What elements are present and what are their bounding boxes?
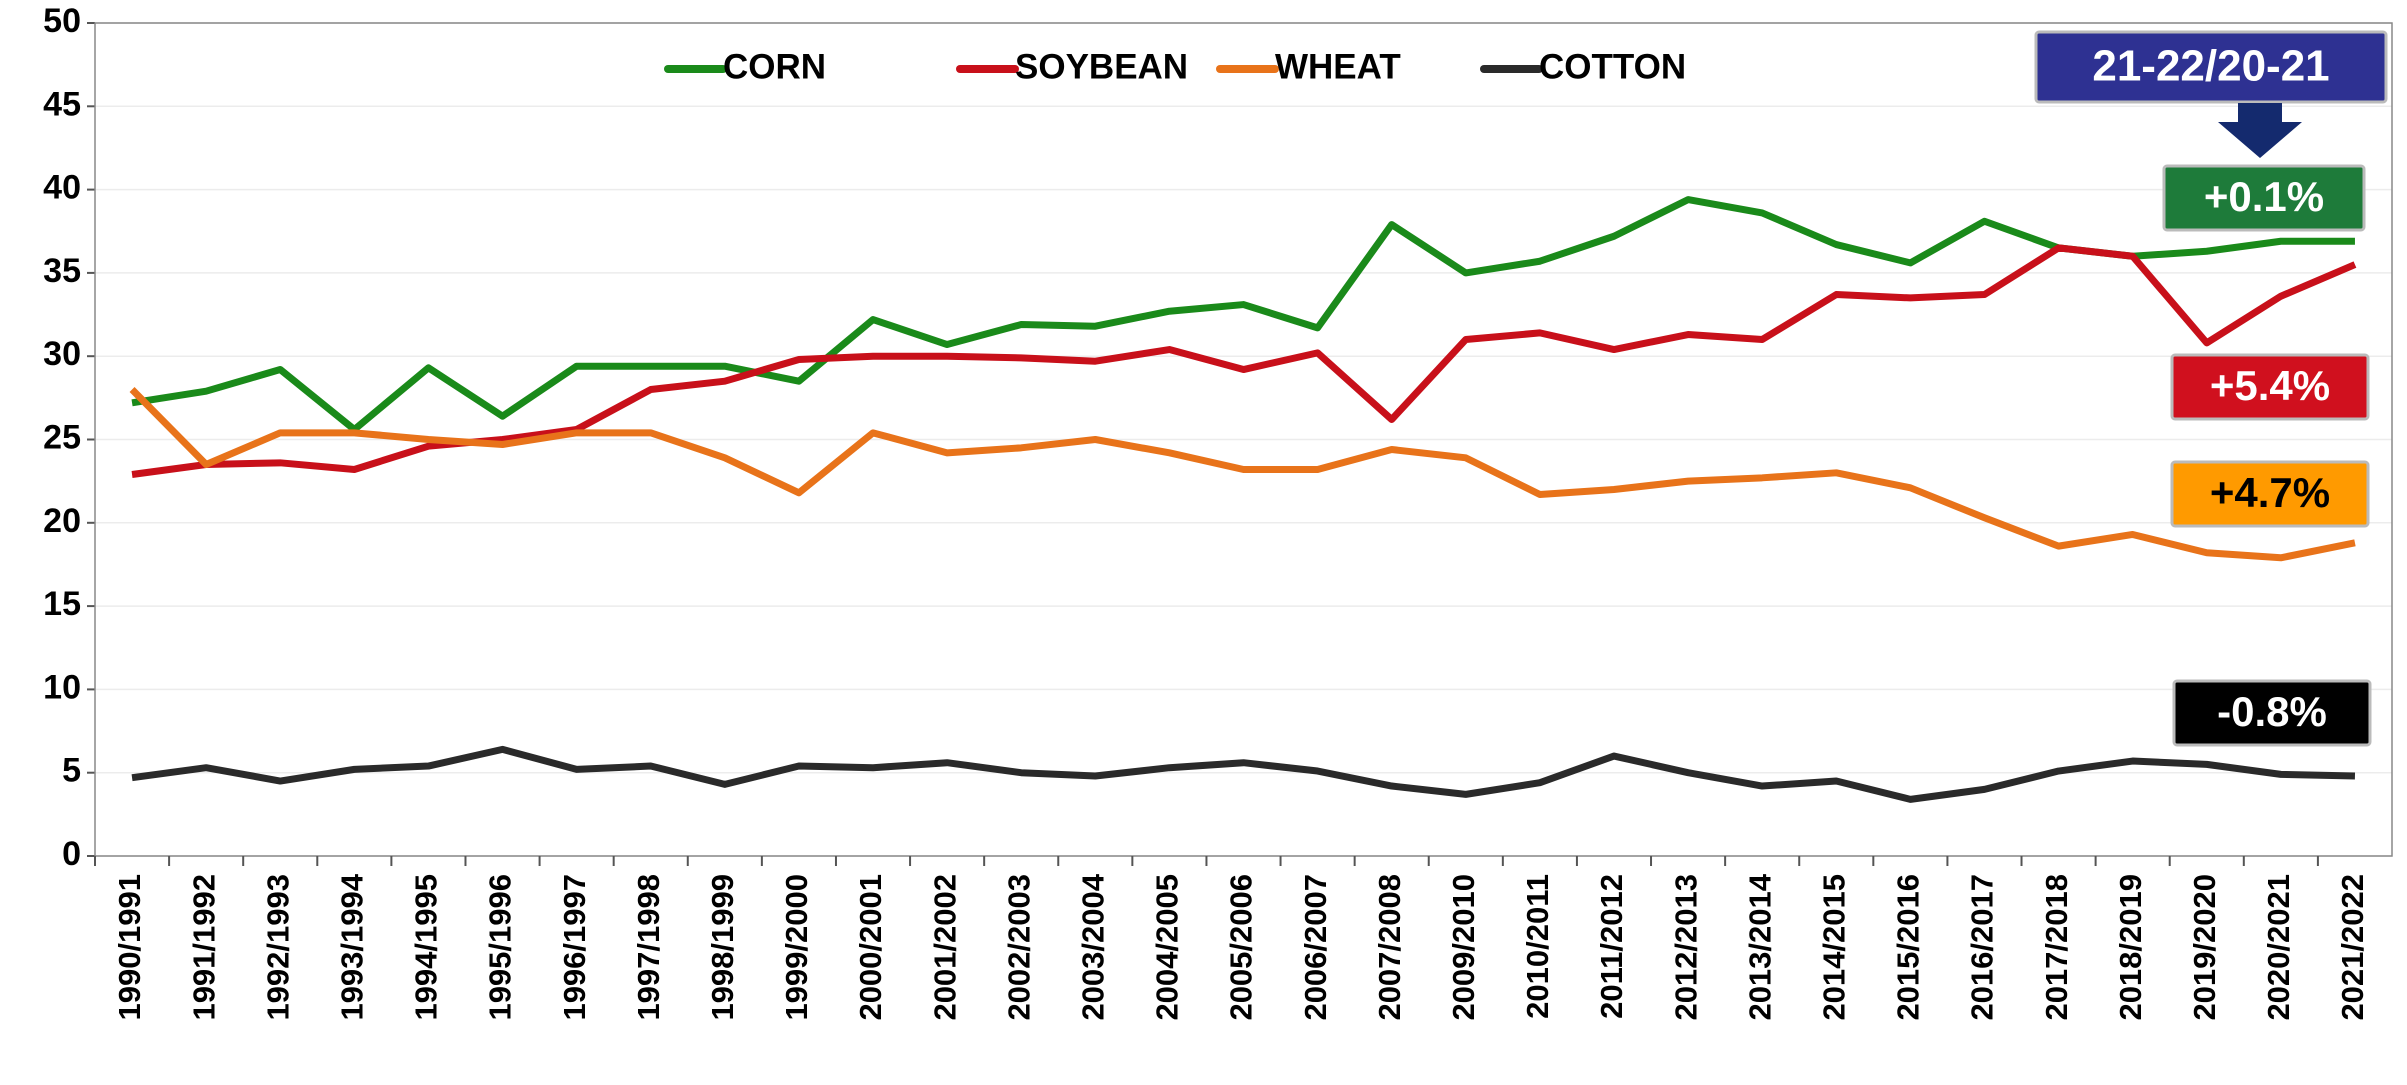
y-tick-label: 35 [43, 252, 81, 290]
x-tick-label: 1998/1999 [705, 874, 740, 1021]
y-tick-label: 15 [43, 585, 81, 623]
y-tick-label: 10 [43, 668, 81, 706]
legend-label: CORN [723, 47, 826, 86]
x-tick-label: 2017/2018 [2039, 874, 2074, 1021]
x-tick-label: 1997/1998 [631, 874, 666, 1021]
x-tick-label: 2007/2008 [1372, 874, 1407, 1021]
x-tick-label: 1996/1997 [557, 874, 592, 1021]
y-tick-label: 0 [62, 835, 81, 873]
series-line [132, 749, 2355, 799]
x-tick-label: 2020/2021 [2261, 874, 2296, 1021]
x-tick-label: 2006/2007 [1298, 874, 1333, 1021]
chart: 0 5 10 15 20 25 30 35 40 45 50 1990/1991 1991/1992 19… [0, 0, 2407, 1085]
x-tick-label: 2016/2017 [1965, 874, 2000, 1021]
y-tick-label: 50 [43, 2, 81, 40]
x-tick-label: 2005/2006 [1224, 874, 1259, 1021]
legend-label: COTTON [1539, 47, 1686, 86]
x-tick-label: 2002/2003 [1001, 874, 1036, 1021]
annotation-text: 21-22/20-21 [2092, 42, 2329, 91]
series-line [132, 390, 2355, 558]
x-tick-label: 2001/2002 [927, 874, 962, 1021]
x-tick-label: 1999/2000 [779, 874, 814, 1021]
x-tick-label: 1995/1996 [483, 874, 518, 1021]
series-line [132, 200, 2355, 430]
legend-label: SOYBEAN [1015, 47, 1188, 86]
x-tick-label: 2015/2016 [1891, 874, 1926, 1021]
x-tick-label: 1994/1995 [409, 874, 444, 1021]
x-tick-label: 2010/2011 [1520, 874, 1555, 1019]
annotation-text: +4.7% [2210, 469, 2330, 516]
legend-label: WHEAT [1275, 47, 1401, 86]
annotation-arrow [2218, 103, 2302, 158]
annotation-text: +5.4% [2210, 362, 2330, 409]
x-tick-label: 2012/2013 [1668, 874, 1703, 1021]
y-tick-label: 5 [62, 752, 81, 790]
x-tick-label: 2011/2012 [1594, 874, 1629, 1019]
x-tick-label: 1992/1993 [260, 874, 295, 1021]
y-tick-label: 40 [43, 169, 81, 207]
x-tick-label: 1990/1991 [112, 874, 147, 1021]
x-tick-label: 1991/1992 [186, 874, 221, 1021]
x-tick-label: 2021/2022 [2335, 874, 2370, 1021]
y-tick-label: 45 [43, 85, 81, 123]
x-tick-label: 2004/2005 [1150, 874, 1185, 1021]
x-tick-label: 2013/2014 [1742, 873, 1777, 1020]
y-tick-label: 30 [43, 335, 81, 373]
annotation-text: +0.1% [2204, 173, 2324, 220]
x-tick-label: 1993/1994 [335, 873, 370, 1020]
x-tick-label: 2014/2015 [1816, 874, 1851, 1021]
x-tick-label: 2019/2020 [2187, 874, 2222, 1021]
x-tick-label: 2003/2004 [1075, 873, 1110, 1020]
x-tick-label: 2018/2019 [2113, 874, 2148, 1021]
annotation-text: -0.8% [2217, 688, 2327, 735]
x-tick-label: 2009/2010 [1446, 874, 1481, 1021]
x-tick-label: 2000/2001 [853, 874, 888, 1021]
y-tick-label: 25 [43, 418, 81, 456]
y-tick-label: 20 [43, 502, 81, 540]
